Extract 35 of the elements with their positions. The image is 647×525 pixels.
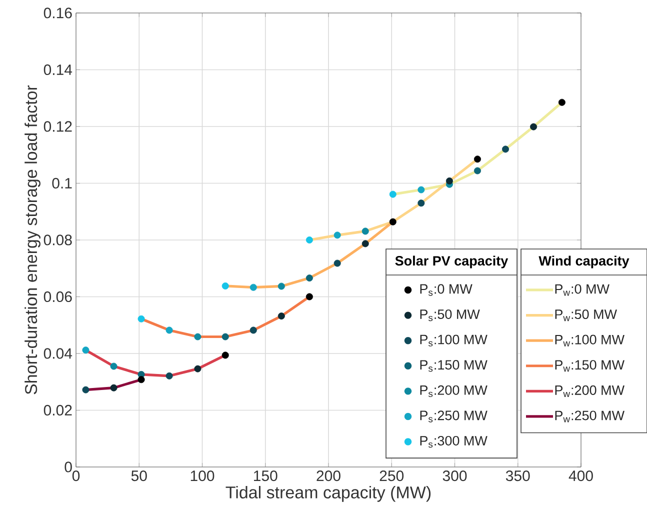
y-tick-label: 0 — [64, 462, 72, 472]
y-tick-label: 0.12 — [44, 121, 72, 132]
legend-label: P$_{s}$:200 MW — [420, 385, 488, 398]
y-tick-label: 0.06 — [44, 291, 72, 302]
x-tick-label: 300 — [442, 470, 467, 482]
legend-label: P$_{s}$:0 MW — [420, 284, 472, 296]
y-tick-label: 0.1 — [52, 178, 72, 189]
x-tick-label: 50 — [131, 470, 147, 482]
x-tick-label: 200 — [316, 470, 340, 482]
x-tick-label: 100 — [190, 470, 214, 482]
y-tick-label: 0.16 — [44, 8, 72, 18]
x-tick-label: 400 — [568, 470, 593, 482]
x-axis-title: Tidal stream capacity (MW) — [226, 486, 431, 502]
legend-label: P$_{w}$:0 MW — [555, 284, 610, 296]
legend-label: P$_{s}$:50 MW — [420, 309, 480, 322]
y-axis-title: Short-duration energy storage load factor — [24, 85, 40, 394]
legend-label: P$_{w}$:200 MW — [555, 385, 624, 397]
text: Wind capacity — [538, 256, 630, 268]
legend-label: P$_{s}$:300 MW — [420, 436, 488, 448]
legend-label: P$_{s}$:150 MW — [420, 360, 488, 372]
y-tick-label: 0.02 — [44, 404, 72, 416]
legend-label: P$_{w}$:50 MW — [555, 310, 617, 322]
legend-label: P$_{w}$:150 MW — [555, 360, 624, 372]
y-tick-label: 0.08 — [44, 234, 72, 246]
y-tick-label: 0.14 — [44, 64, 72, 76]
x-tick-label: 0 — [72, 470, 80, 482]
y-tick-label: 0.04 — [44, 348, 72, 359]
legend-label: P$_{w}$:250 MW — [555, 410, 624, 422]
x-tick-label: 150 — [254, 470, 278, 482]
x-tick-label: 350 — [506, 470, 530, 482]
legend-label: P$_{s}$:100 MW — [420, 334, 488, 346]
text: Solar PV capacity — [395, 256, 508, 268]
legend-label: P$_{w}$:100 MW — [555, 334, 624, 346]
x-tick-label: 250 — [380, 470, 404, 482]
legend-label: P$_{s}$:250 MW — [420, 410, 488, 422]
